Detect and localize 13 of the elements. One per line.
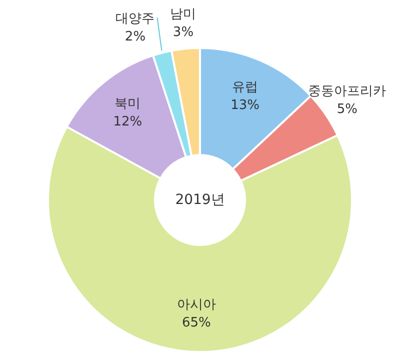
slice-label: 북미 <box>114 96 141 112</box>
data-label: 12% <box>113 114 142 130</box>
data-label: 65% <box>182 315 211 330</box>
text: 2019년 <box>175 192 225 208</box>
slice-label: 중동아프리카 <box>308 84 386 99</box>
data-label: 2% <box>124 30 146 45</box>
slice-label: 아시아 <box>176 297 216 312</box>
slice-label: 남미 <box>170 6 196 22</box>
data-label: 5% <box>336 102 358 117</box>
slice-label: 유럽 <box>232 80 258 95</box>
data-label: 13% <box>230 98 260 113</box>
slice-label: 대양주 <box>116 12 155 27</box>
data-label: 3% <box>172 24 194 40</box>
